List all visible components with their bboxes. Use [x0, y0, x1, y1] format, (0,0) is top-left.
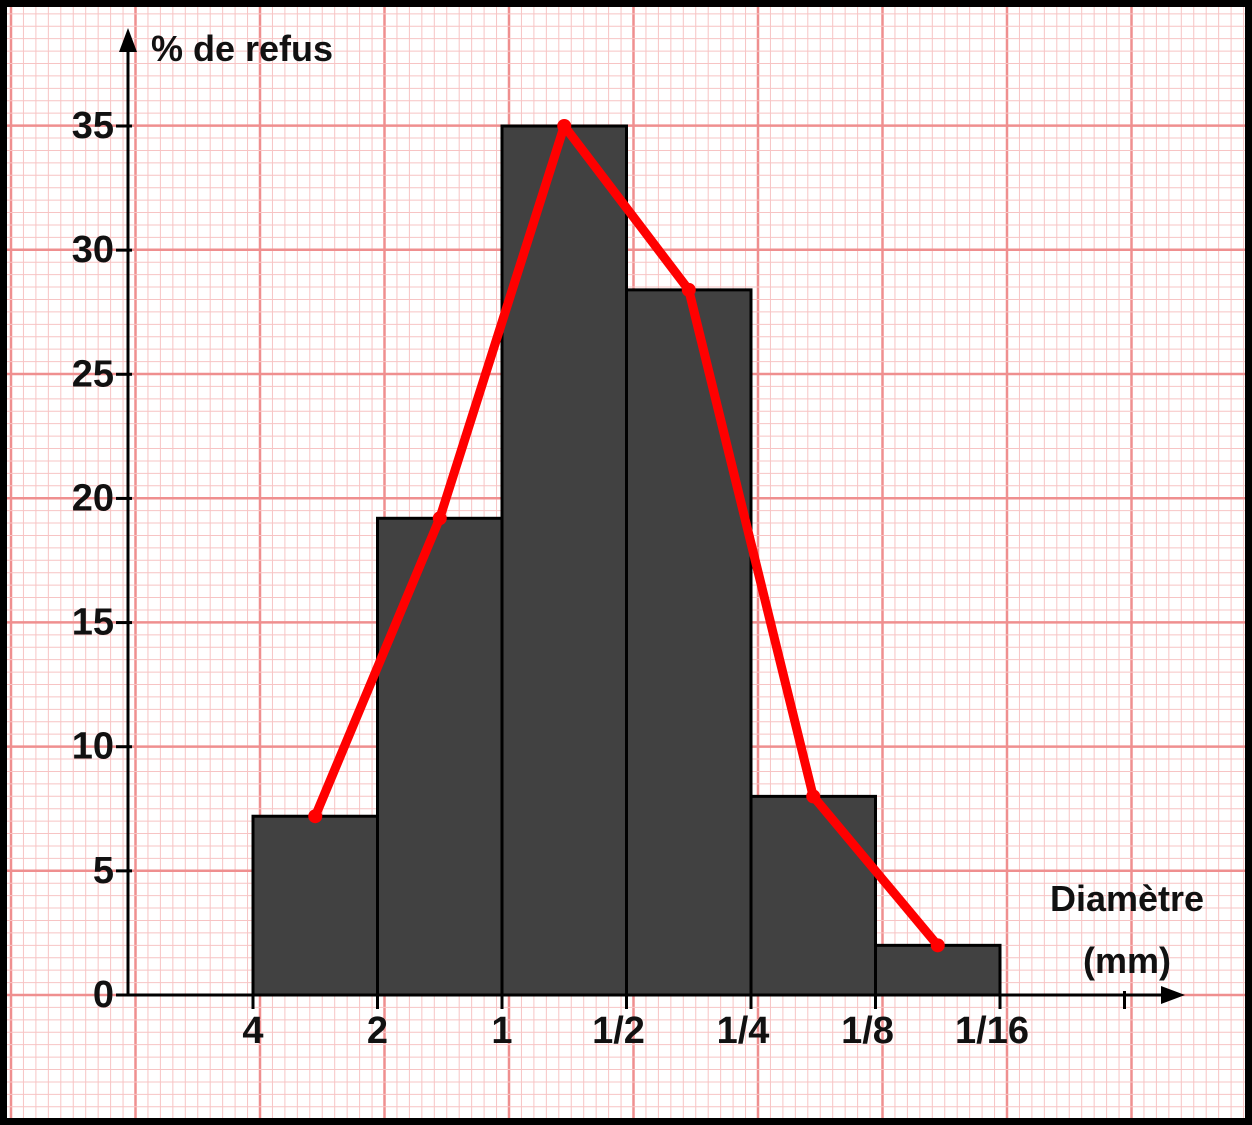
histogram-bar [376, 516, 504, 997]
y-axis-title: % de refus [151, 28, 333, 69]
frequency-polygon-point [806, 789, 821, 804]
histogram-chart: 0 5 10 15 20 25 30 35 4 2 1 1/2 1/4 1/8 1/16 % de ref… [7, 7, 1245, 1118]
x-tick-label: 1/16 [955, 1010, 1029, 1052]
histogram-bar [874, 943, 1002, 997]
axes: 0 5 10 15 20 25 30 35 4 2 1 1/2 1/4 1/8 1/16 [72, 28, 1185, 1052]
y-tick-label: 35 [72, 105, 114, 147]
x-tick-label: 2 [367, 1010, 388, 1052]
histogram-bar [251, 814, 379, 997]
y-axis-arrow-icon [119, 28, 137, 52]
x-axis-title-line-2: (mm) [1083, 940, 1171, 981]
y-tick-label: 25 [72, 353, 114, 395]
frequency-polygon [308, 119, 945, 953]
y-tick-label: 0 [93, 974, 114, 1016]
y-tick-label: 10 [72, 726, 114, 768]
y-tick-label: 5 [93, 850, 114, 892]
x-axis-title-line-1: Diamètre [1050, 878, 1204, 919]
x-tick-label: 1/8 [841, 1010, 894, 1052]
frequency-polygon-point [557, 119, 572, 133]
histogram-bar [749, 794, 877, 997]
x-tick-label: 1/4 [717, 1010, 770, 1052]
x-tick-label: 1/2 [592, 1010, 645, 1052]
y-tick-label: 30 [72, 229, 114, 271]
frequency-polygon-line [310, 121, 943, 950]
frequency-polygon-point [930, 938, 945, 953]
x-tick-label: 4 [242, 1010, 263, 1052]
x-tick-label: 1 [491, 1010, 512, 1052]
frequency-polygon-point [432, 511, 447, 526]
x-axis-arrow-icon [1161, 986, 1185, 1004]
y-tick-label: 15 [72, 602, 114, 644]
y-tick-label: 20 [72, 477, 114, 519]
frequency-polygon-point [681, 282, 696, 297]
frequency-polygon-point [308, 809, 323, 824]
histogram-bar [625, 288, 753, 997]
